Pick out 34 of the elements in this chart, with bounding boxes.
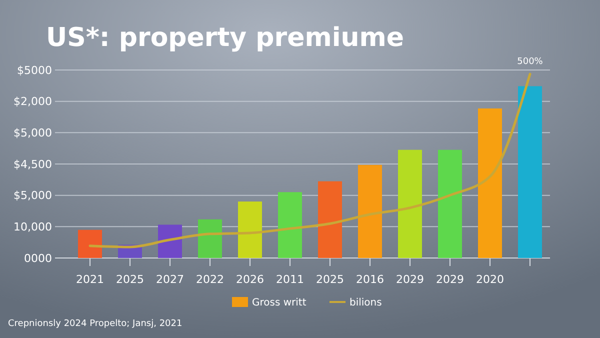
x-tick-label: 2016 <box>356 273 384 286</box>
text: $5000 <box>17 64 52 77</box>
legend-label: bilions <box>350 298 382 308</box>
text: $2,000 <box>14 95 52 108</box>
x-tick-label: 2011 <box>276 273 304 286</box>
x-tick-label: 2026 <box>236 273 264 286</box>
chart-title: US*: property premiume <box>46 23 404 53</box>
legend-label: Gross writt <box>252 298 306 308</box>
text: 0000 <box>24 252 52 265</box>
text: 500% <box>517 57 544 67</box>
bar <box>358 164 382 258</box>
text: 10,000 <box>14 220 52 234</box>
x-tick-label: 2029 <box>396 273 424 286</box>
bar <box>518 86 542 258</box>
bar <box>478 108 502 258</box>
x-tick-label: 2025 <box>316 273 344 286</box>
x-tick-label: 2027 <box>156 273 184 286</box>
text: $5,000 <box>14 126 52 140</box>
bar <box>158 224 182 258</box>
x-tick-label: 2021 <box>76 273 104 286</box>
bar <box>438 150 462 258</box>
x-tick-label: 2029 <box>436 273 464 286</box>
bar <box>318 181 342 258</box>
text: $5,000 <box>14 189 52 202</box>
bar <box>78 230 102 258</box>
x-tick-label: 2025 <box>116 273 144 286</box>
x-tick-label: 2022 <box>196 273 224 286</box>
x-tick-label: 2020 <box>476 273 504 286</box>
text: $4,500 <box>14 158 52 171</box>
text: Crepnionsly 2024 Propelto; Jansj, 2021 <box>8 319 182 329</box>
bar <box>398 150 422 258</box>
bar <box>198 219 222 258</box>
bar <box>238 202 262 258</box>
bar <box>278 192 302 258</box>
